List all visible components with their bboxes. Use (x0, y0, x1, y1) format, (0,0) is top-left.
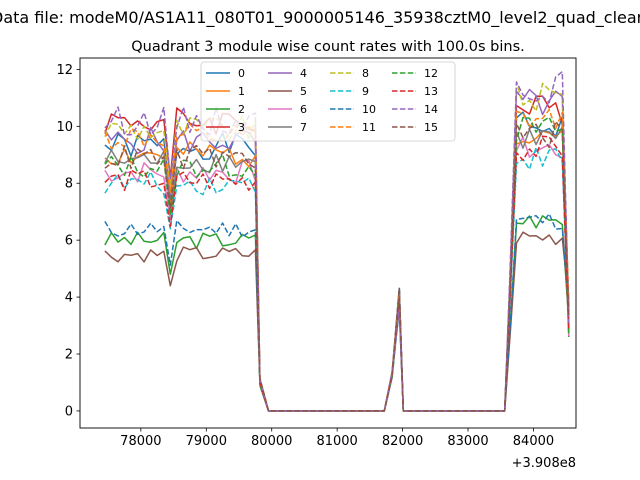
legend-label-10: 10 (362, 103, 376, 116)
y-tick-label: 10 (56, 120, 73, 135)
legend-label-0: 0 (238, 67, 245, 80)
y-tick-label: 0 (65, 404, 73, 419)
legend-box (200, 61, 456, 142)
x-tick-label: 79000 (186, 434, 227, 449)
x-tick-label: 82000 (382, 434, 423, 449)
series-line-15 (104, 120, 570, 412)
series-line-5 (104, 231, 570, 412)
x-tick-label: 78000 (120, 434, 161, 449)
legend-label-9: 9 (362, 85, 369, 98)
y-tick-label: 8 (65, 177, 73, 192)
series-line-11 (104, 108, 570, 412)
legend-label-4: 4 (300, 67, 307, 80)
x-axis: 78000 79000 80000 81000 82000 83000 84000 (120, 428, 554, 449)
plot-frame (79, 57, 577, 429)
x-tick-label: 84000 (513, 434, 554, 449)
series-line-12 (104, 116, 570, 412)
y-axis: 0 2 4 6 8 10 12 (56, 63, 80, 419)
x-tick-label: 81000 (316, 434, 357, 449)
legend-label-8: 8 (362, 67, 369, 80)
legend-label-7: 7 (300, 121, 307, 134)
legend-label-2: 2 (238, 103, 245, 116)
series-line-9 (104, 146, 570, 412)
legend-label-6: 6 (300, 103, 307, 116)
y-tick-label: 2 (65, 348, 73, 363)
legend-label-3: 3 (238, 121, 245, 134)
x-axis-offset-label: +3.908e8 (512, 456, 576, 471)
y-tick-label: 6 (65, 234, 73, 249)
legend-label-12: 12 (424, 67, 438, 80)
legend-label-15: 15 (424, 121, 438, 134)
y-tick-label: 12 (56, 63, 73, 78)
series-line-7 (104, 126, 570, 412)
x-tick-label: 83000 (447, 434, 488, 449)
series-line-14 (104, 70, 570, 412)
legend-label-1: 1 (238, 85, 245, 98)
series-line-13 (104, 135, 570, 412)
figure-suptitle: Data file: modeM0/AS1A11_080T01_90000051… (0, 8, 640, 27)
y-tick-label: 4 (65, 291, 73, 306)
legend-label-5: 5 (300, 85, 307, 98)
series-line-2 (104, 215, 570, 412)
chart-title: Quadrant 3 module wise count rates with … (131, 39, 525, 55)
legend-label-13: 13 (424, 85, 438, 98)
x-tick-label: 80000 (251, 434, 292, 449)
legend-label-11: 11 (362, 121, 376, 134)
series-line-10 (104, 213, 570, 412)
legend-label-14: 14 (424, 103, 438, 116)
